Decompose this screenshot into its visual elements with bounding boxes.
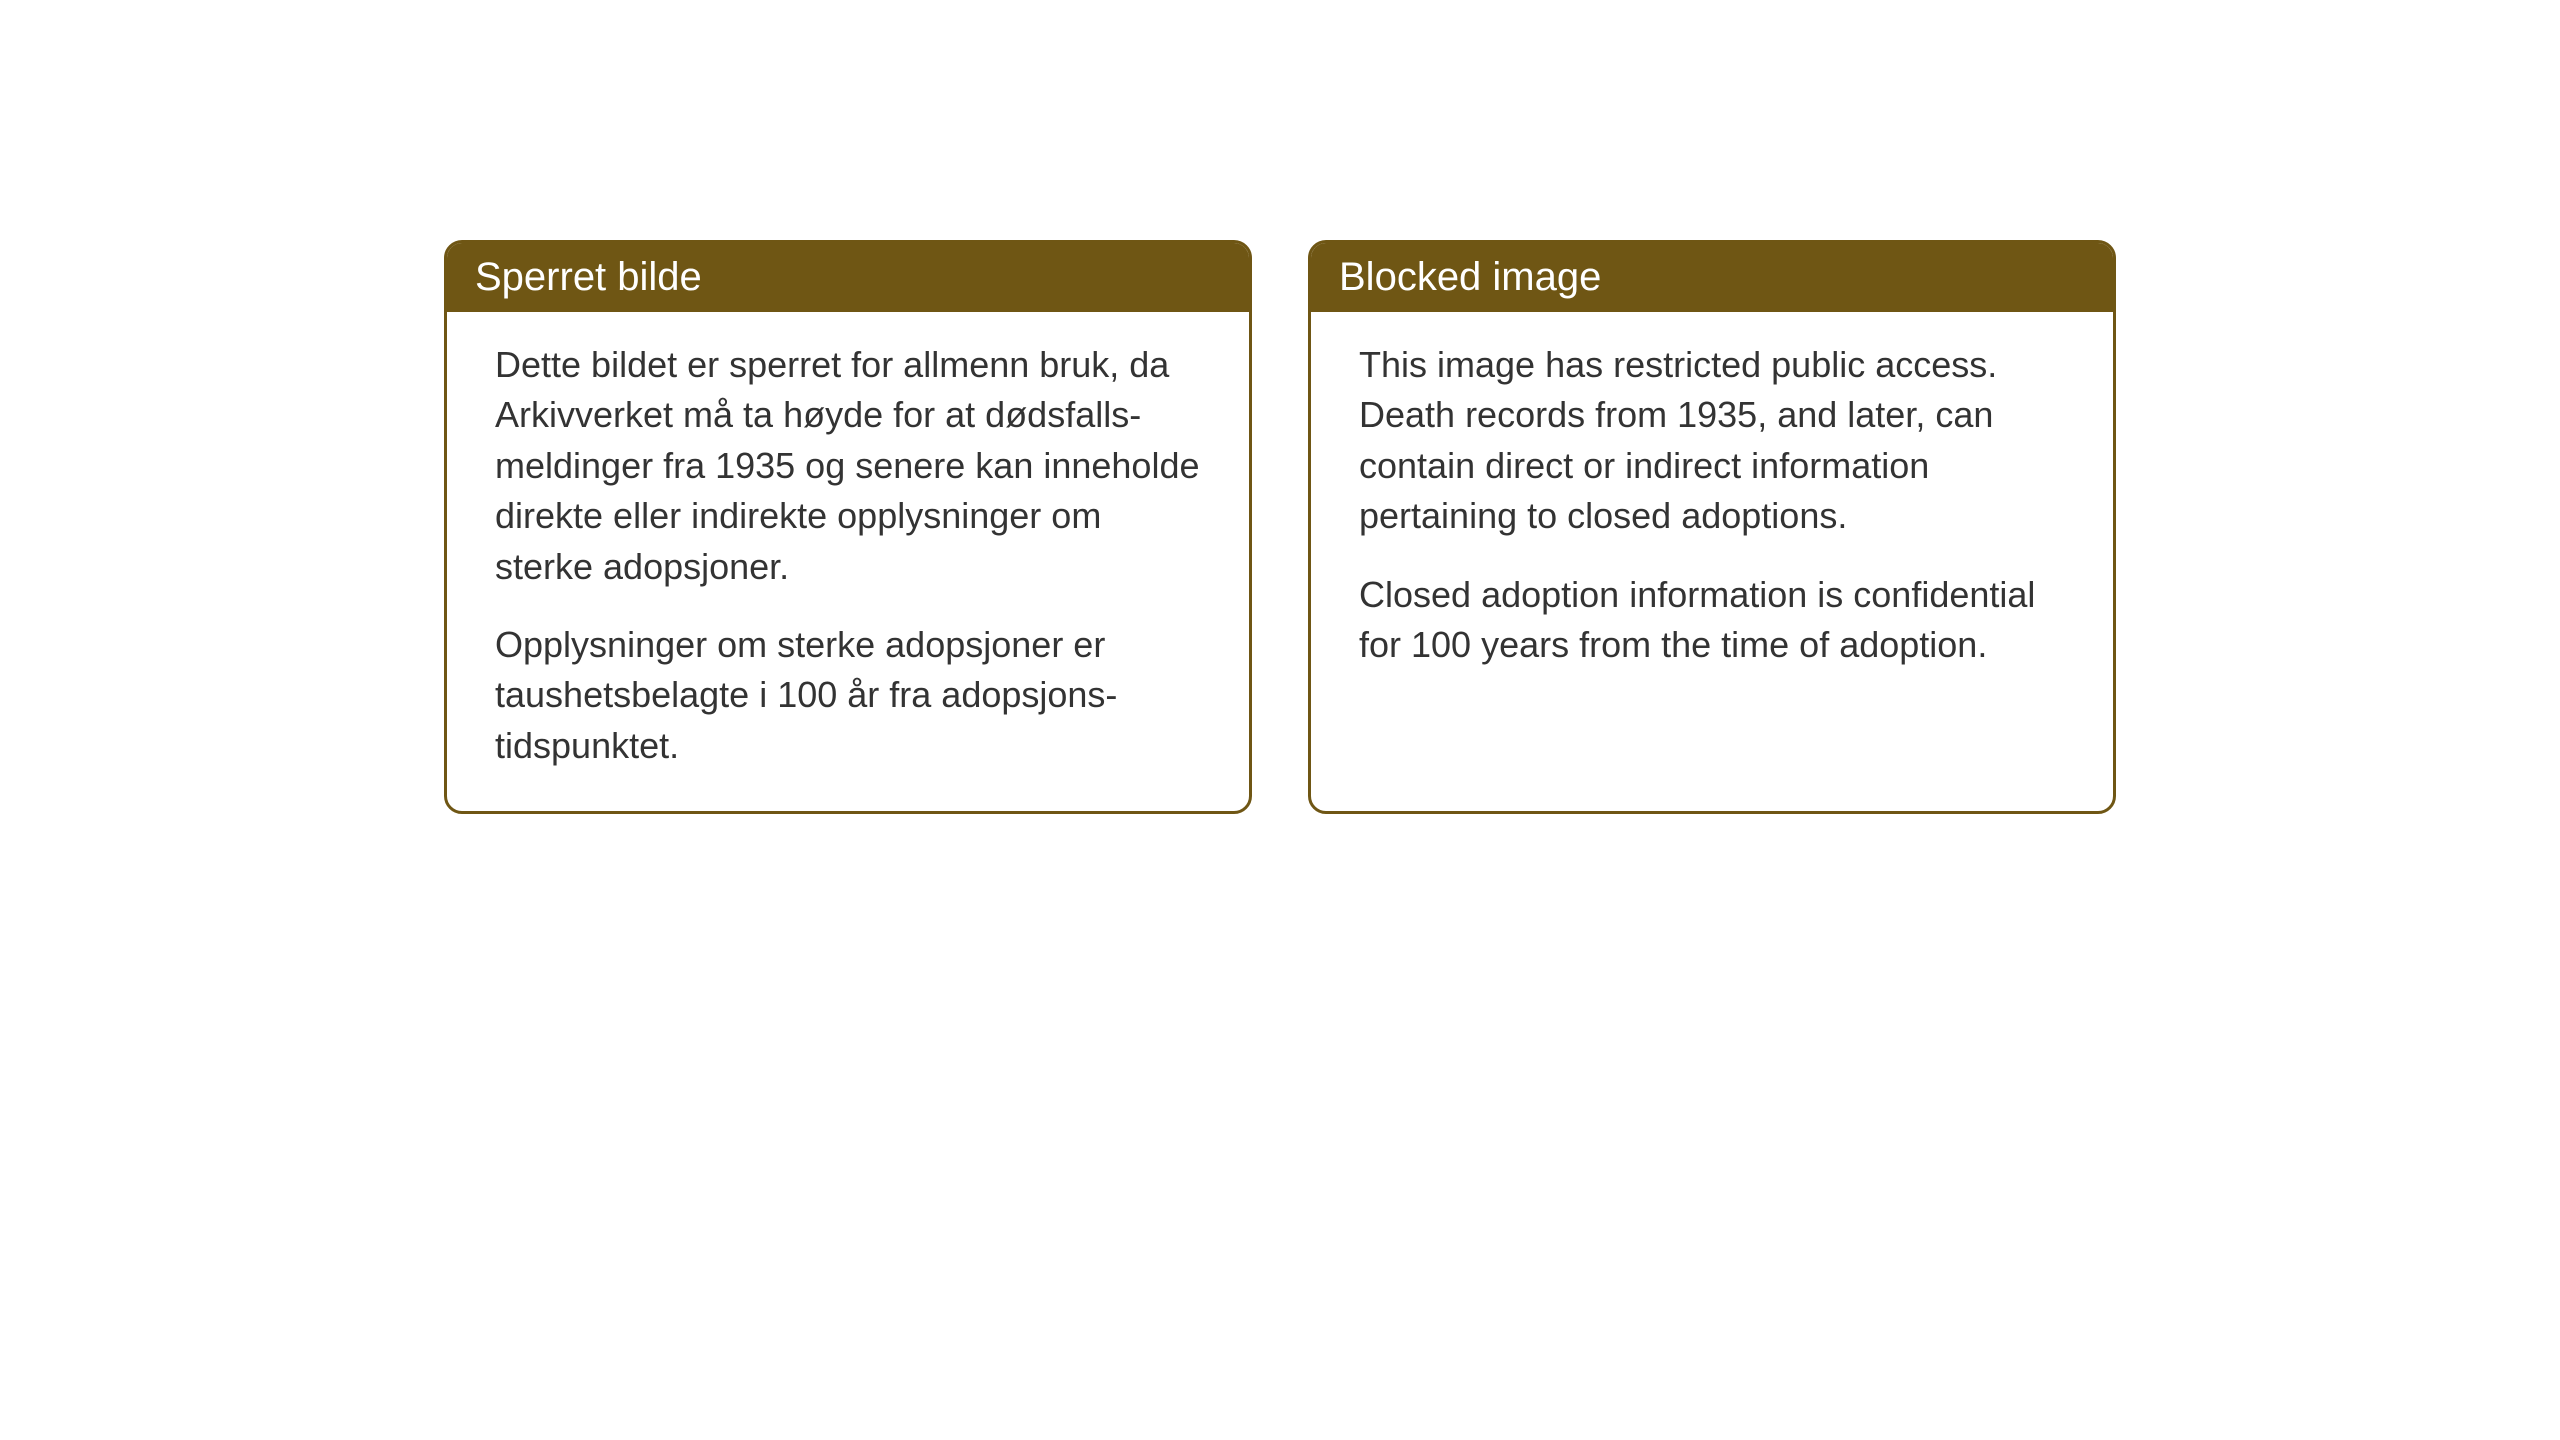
norwegian-card-body: Dette bildet er sperret for allmenn bruk… [447, 312, 1249, 811]
english-paragraph-2: Closed adoption information is confident… [1359, 570, 2065, 671]
norwegian-paragraph-1: Dette bildet er sperret for allmenn bruk… [495, 340, 1201, 592]
notice-container: Sperret bilde Dette bildet er sperret fo… [444, 240, 2116, 814]
norwegian-paragraph-2: Opplysninger om sterke adopsjoner er tau… [495, 620, 1201, 771]
english-paragraph-1: This image has restricted public access.… [1359, 340, 2065, 542]
norwegian-notice-card: Sperret bilde Dette bildet er sperret fo… [444, 240, 1252, 814]
norwegian-card-header: Sperret bilde [447, 243, 1249, 312]
english-notice-card: Blocked image This image has restricted … [1308, 240, 2116, 814]
english-card-body: This image has restricted public access.… [1311, 312, 2113, 712]
english-card-header: Blocked image [1311, 243, 2113, 312]
